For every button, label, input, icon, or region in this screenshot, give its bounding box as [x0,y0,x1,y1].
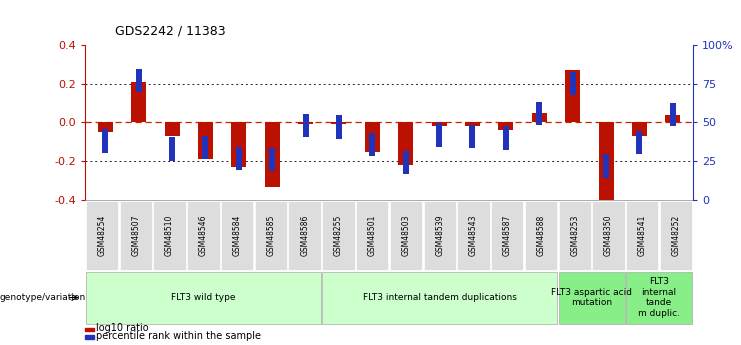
Bar [98,122,113,132]
Bar [536,101,542,125]
Bar [670,103,676,126]
Bar [198,122,213,159]
Bar [202,136,208,159]
Text: log10 ratio: log10 ratio [96,324,149,333]
Text: GSM48585: GSM48585 [266,215,276,256]
Bar [565,70,580,122]
Text: GSM48588: GSM48588 [536,215,545,256]
Bar [336,116,342,139]
Bar [231,122,246,167]
Text: GSM48254: GSM48254 [98,215,107,256]
Bar [398,122,413,165]
Text: GSM48501: GSM48501 [368,215,376,256]
Text: GSM48584: GSM48584 [233,215,242,256]
Text: GSM48586: GSM48586 [300,215,309,256]
Text: GSM48252: GSM48252 [671,215,680,256]
Bar [331,122,347,125]
Text: GSM48350: GSM48350 [604,215,613,256]
Text: GSM48255: GSM48255 [334,215,343,256]
Text: percentile rank within the sample: percentile rank within the sample [96,332,262,341]
Text: FLT3 wild type: FLT3 wild type [171,293,236,302]
Text: FLT3
internal
tande
m duplic.: FLT3 internal tande m duplic. [638,277,680,318]
Bar [503,126,509,150]
Text: GSM48539: GSM48539 [435,215,444,256]
Text: GSM48543: GSM48543 [469,215,478,256]
Bar [599,122,614,208]
Bar [665,115,680,122]
Bar [431,122,447,126]
Bar [236,147,242,170]
Bar [369,132,376,156]
Bar [436,123,442,147]
Bar [532,113,547,122]
Bar [102,129,108,153]
Bar [269,148,275,171]
Text: GSM48503: GSM48503 [402,215,411,256]
Text: GDS2242 / 11383: GDS2242 / 11383 [115,25,225,38]
Text: GSM48541: GSM48541 [638,215,647,256]
Bar [165,122,179,136]
Bar [136,69,142,92]
Bar [365,122,380,151]
Bar [465,122,480,126]
Text: FLT3 internal tandem duplications: FLT3 internal tandem duplications [363,293,516,302]
Text: GSM48507: GSM48507 [131,215,140,256]
Text: genotype/variation: genotype/variation [0,293,86,302]
Text: GSM48253: GSM48253 [570,215,579,256]
Bar [131,82,146,122]
Bar [402,151,409,175]
Text: FLT3 aspartic acid
mutation: FLT3 aspartic acid mutation [551,288,632,307]
Bar [302,114,308,137]
Bar [169,137,175,160]
Bar [632,122,647,136]
Bar [570,72,576,95]
Bar [298,122,313,125]
Text: GSM48510: GSM48510 [165,215,174,256]
Bar [470,125,476,148]
Bar [499,122,514,130]
Bar [603,154,609,178]
Bar [637,131,642,154]
Text: GSM48587: GSM48587 [502,215,512,256]
Bar [265,122,279,187]
Text: GSM48546: GSM48546 [199,215,208,256]
